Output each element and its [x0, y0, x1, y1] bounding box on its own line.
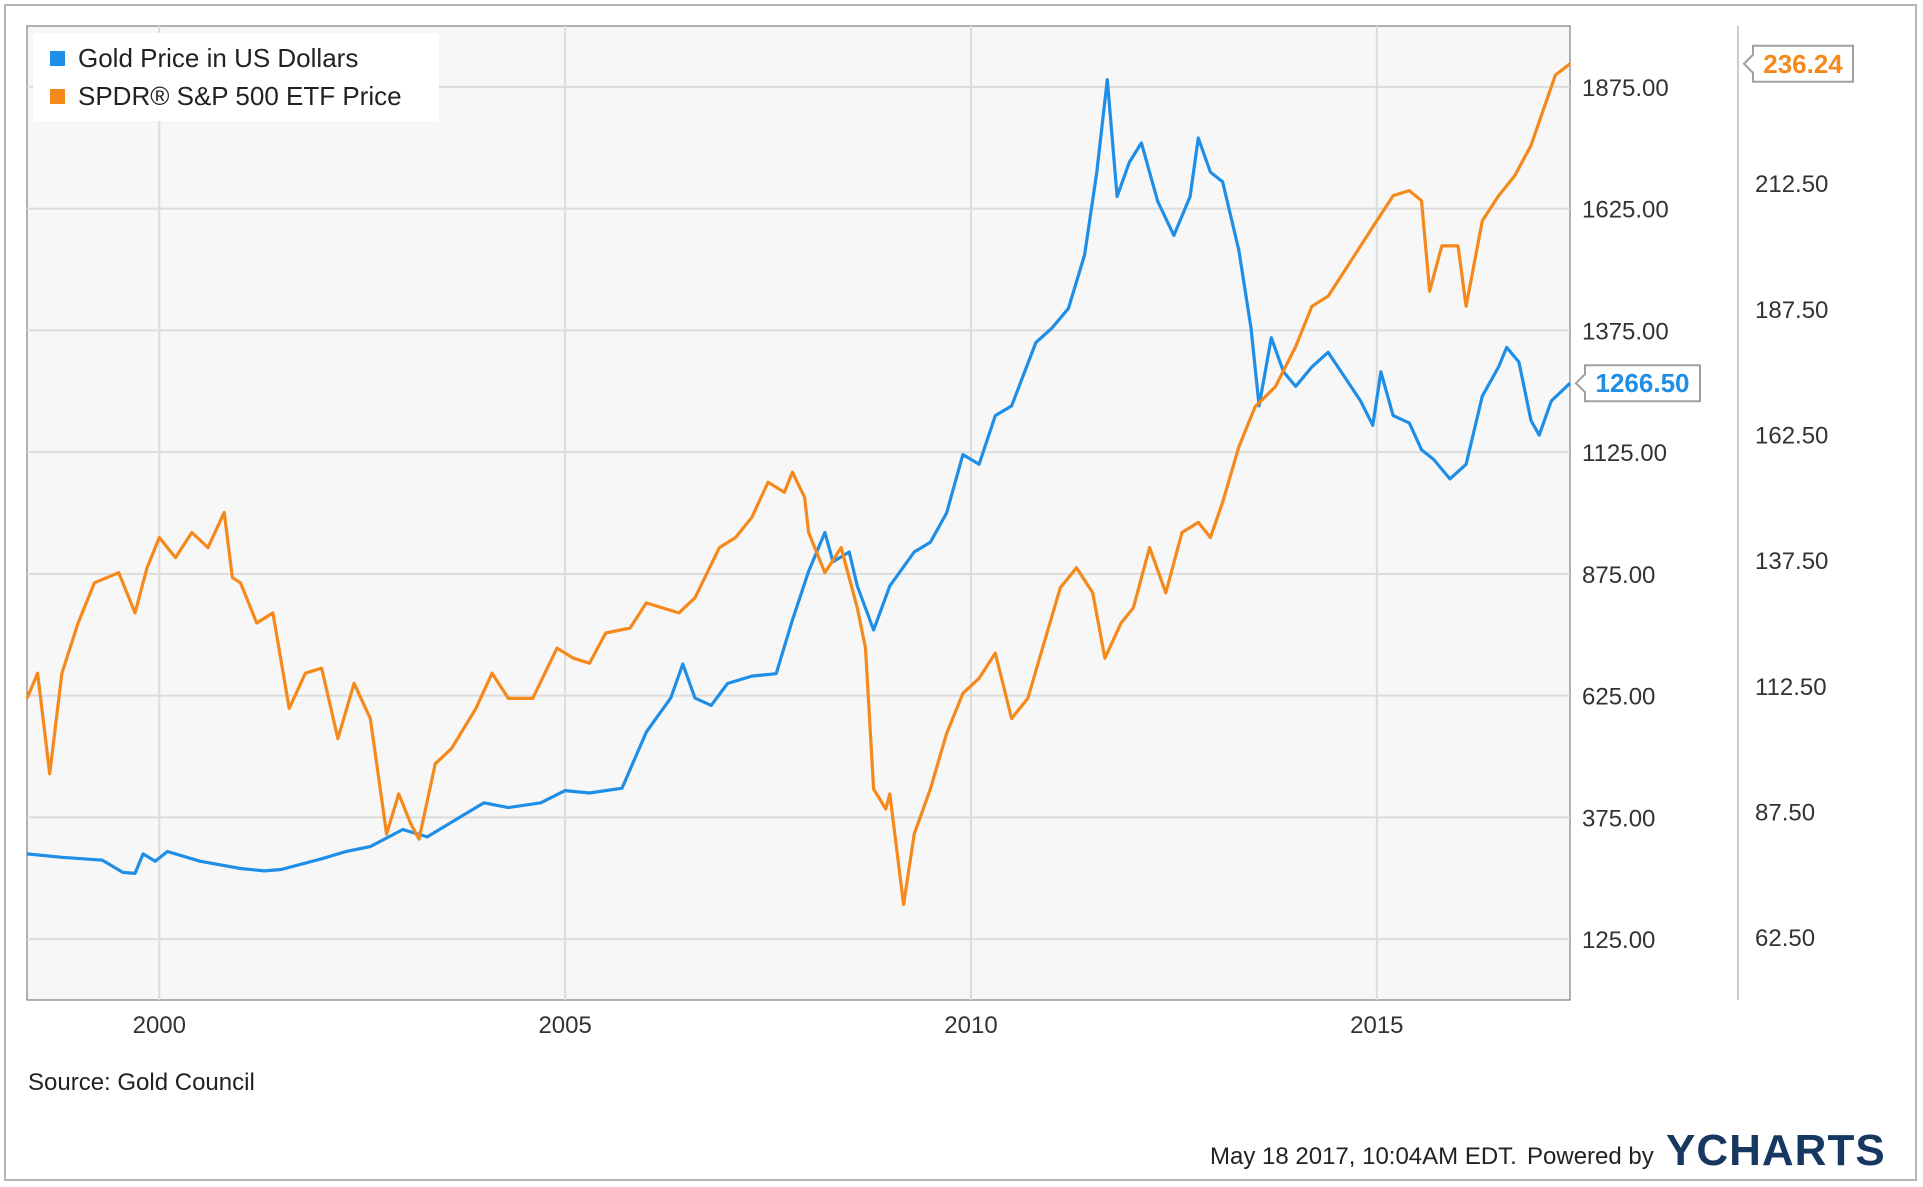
y-left-tick-label: 1625.00	[1582, 197, 1669, 224]
series	[25, 62, 1572, 907]
x-tick-label: 2010	[944, 1012, 997, 1039]
y-right-tick-label: 62.50	[1755, 925, 1815, 952]
legend-label-gold: Gold Price in US Dollars	[78, 43, 358, 73]
legend-swatch-gold	[50, 51, 65, 66]
legend-label-spy: SPDR® S&P 500 ETF Price	[78, 81, 402, 111]
plot-area	[26, 25, 1571, 1001]
last-value-box-spy	[1742, 44, 1854, 83]
y-left-tick-label: 625.00	[1582, 684, 1655, 711]
legend-box	[33, 33, 439, 121]
ycharts-logo: YCHARTS	[1666, 1126, 1886, 1175]
last-value-label-gold: 1266.50	[1596, 368, 1690, 398]
tick-labels: 125.00 375.00 625.00 875.00 1125.00 1375.00 16…	[133, 75, 1829, 1039]
y-right-tick-label: 137.50	[1755, 548, 1828, 575]
source-label: Source: Gold Council	[28, 1069, 255, 1096]
y-left-tick-label: 875.00	[1582, 562, 1655, 589]
y-right-tick-label: 187.50	[1755, 297, 1828, 324]
x-tick-label: 2005	[538, 1012, 591, 1039]
series-line-gold	[26, 78, 1572, 875]
timestamp: May 18 2017, 10:04AM EDT.	[1210, 1143, 1517, 1170]
y-left-tick-label: 1125.00	[1582, 440, 1667, 467]
y-right-tick-label: 112.50	[1755, 674, 1827, 701]
y-right-tick-label: 162.50	[1755, 422, 1828, 449]
powered-by-label: Powered by	[1527, 1143, 1654, 1170]
grid	[27, 26, 1570, 1000]
y-left-tick-label: 125.00	[1582, 927, 1655, 954]
legend-swatch-spy	[50, 89, 65, 104]
y-left-tick-label: 1875.00	[1582, 75, 1669, 102]
x-tick-label: 2015	[1350, 1012, 1403, 1039]
last-value-label-spy: 236.24	[1763, 49, 1843, 79]
x-tick-label: 2000	[133, 1012, 186, 1039]
y-right-tick-label: 87.50	[1755, 799, 1815, 826]
last-values: 1266.50 236.24	[1574, 44, 1854, 403]
y-left-tick-label: 375.00	[1582, 805, 1655, 832]
y-left-tick-label: 1375.00	[1582, 318, 1669, 345]
last-value-box-gold	[1574, 364, 1701, 403]
y-right-tick-label: 212.50	[1755, 171, 1828, 198]
legend: Gold Price in US Dollars SPDR® S&P 500 E…	[33, 33, 439, 121]
series-line-spy	[25, 62, 1571, 907]
